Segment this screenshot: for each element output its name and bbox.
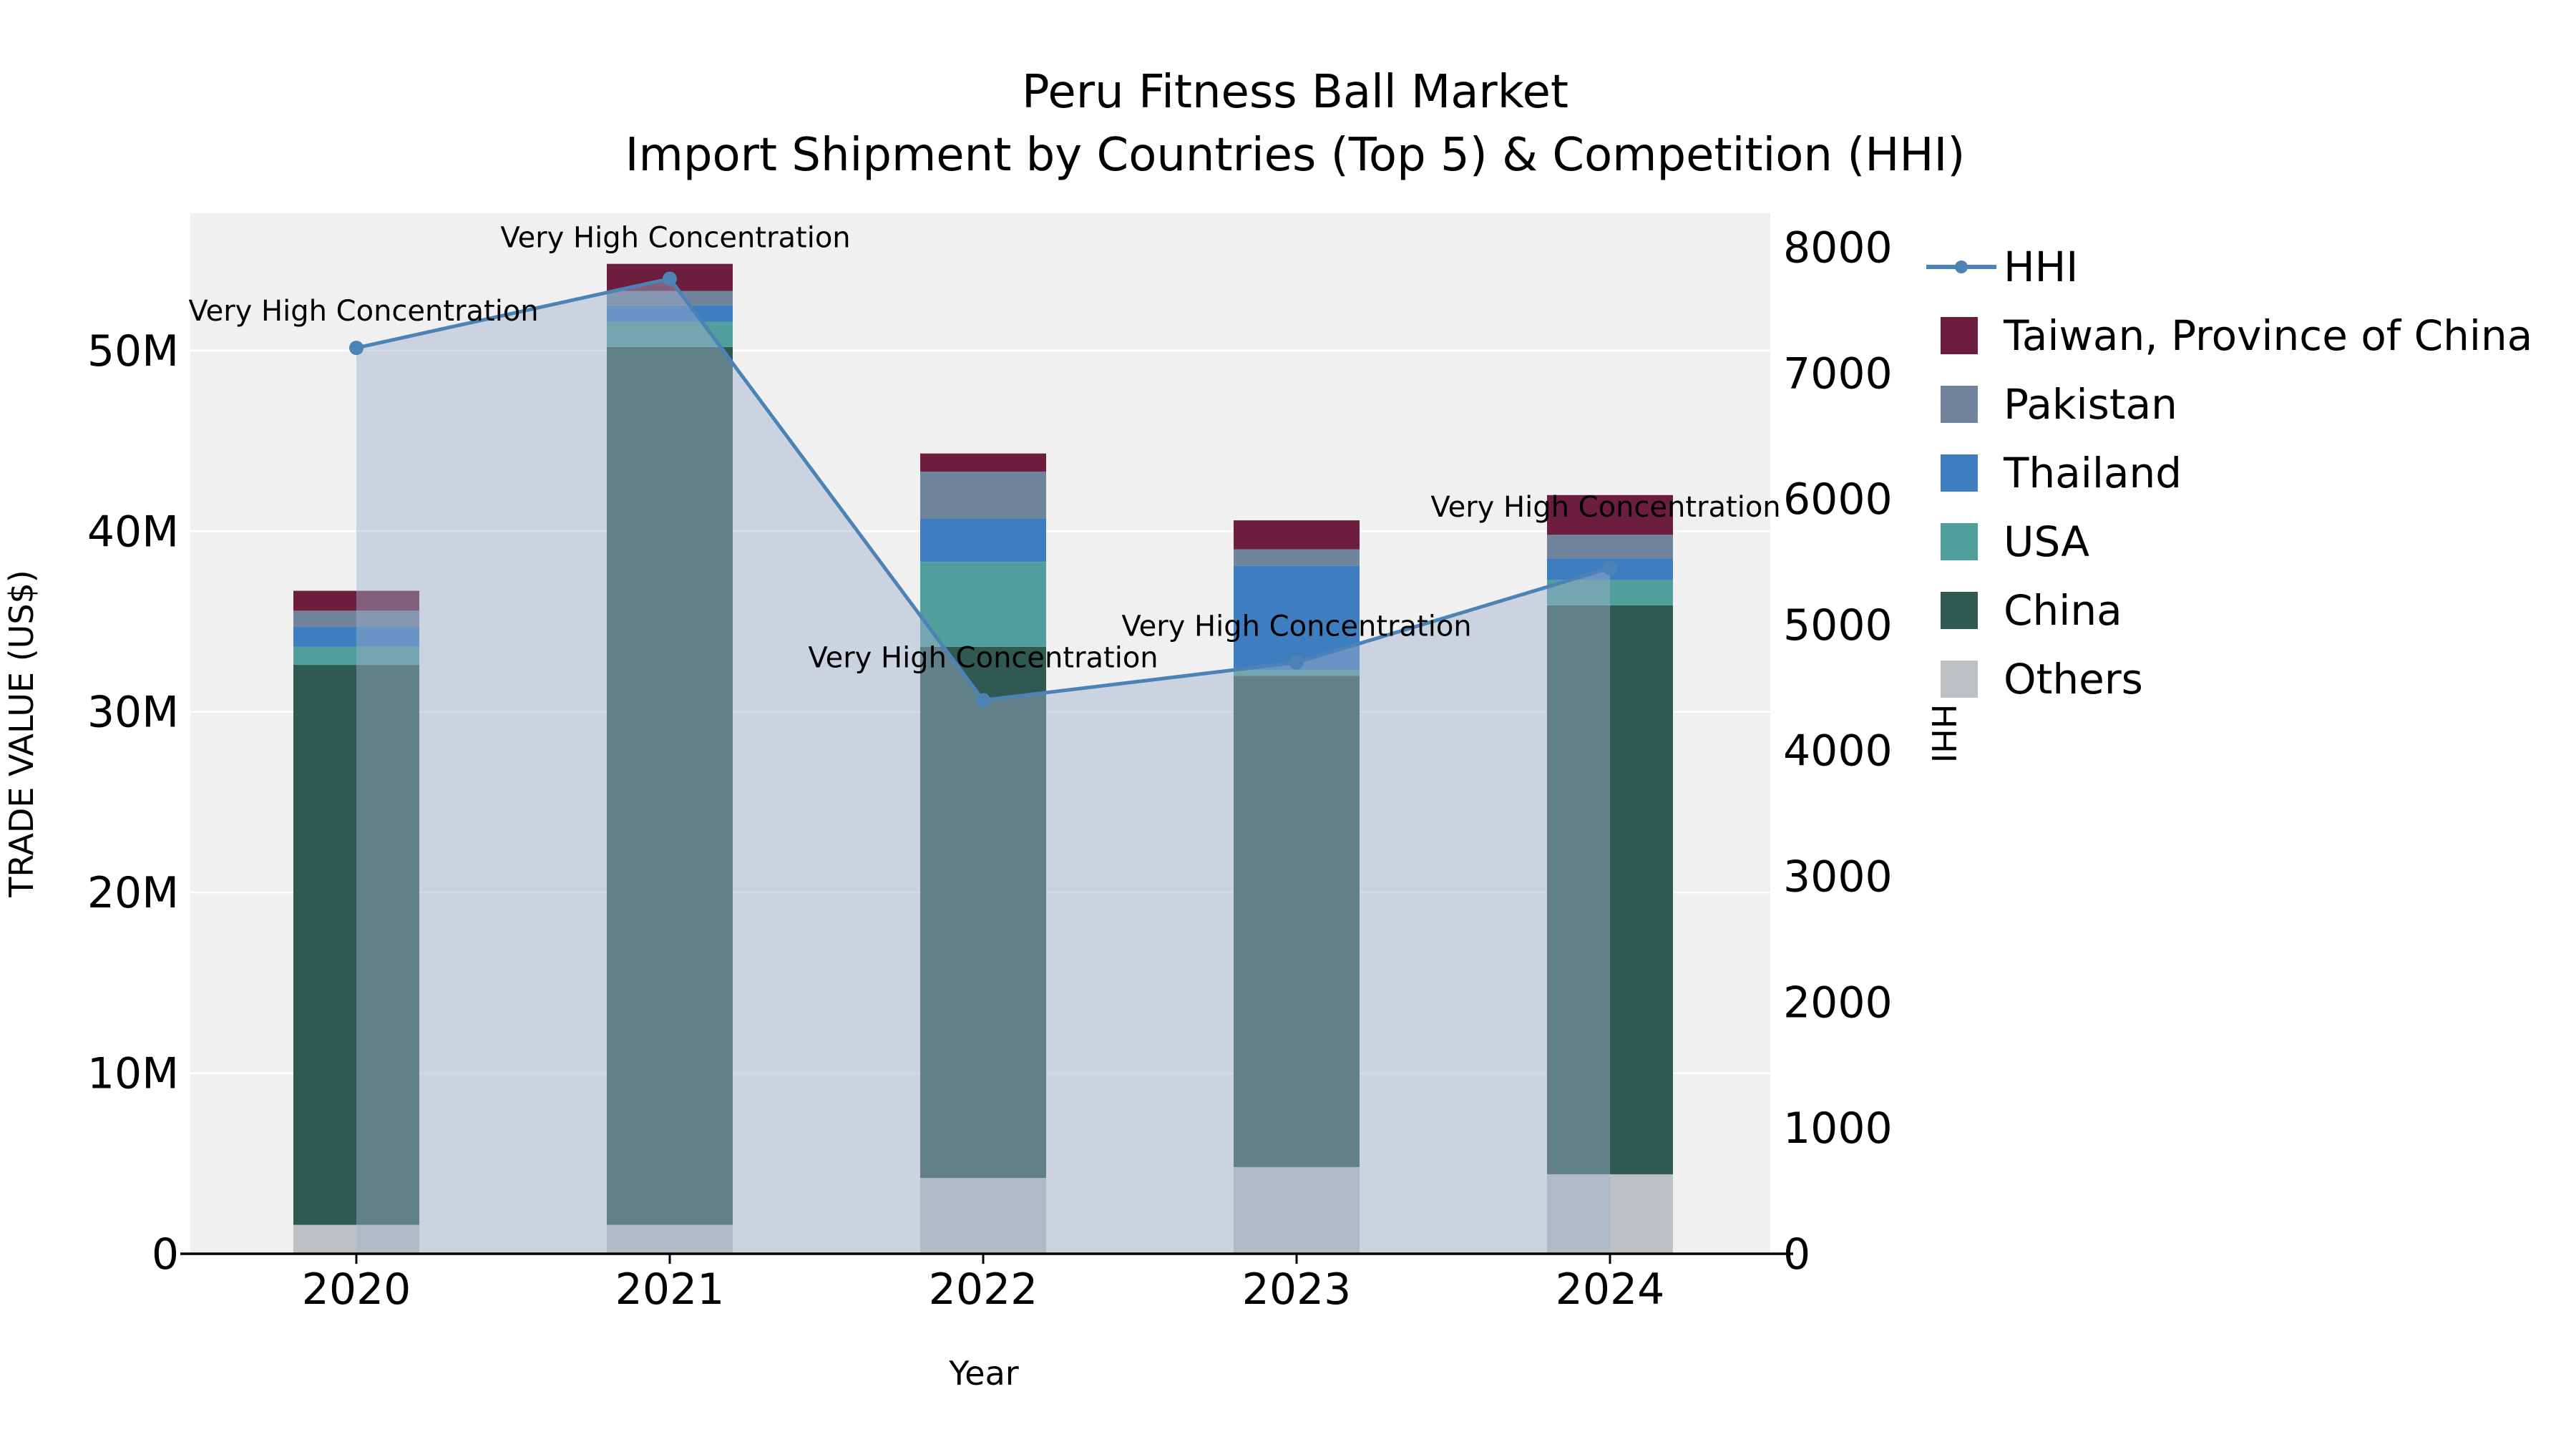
y-right-tick-label: 7000	[1783, 349, 1893, 399]
chart-title-line1: Peru Fitness Ball Market	[1022, 66, 1568, 119]
hhi-marker	[349, 341, 364, 356]
bar-segment-china-2021	[607, 346, 733, 1225]
y-right-axis-title: HHI	[1924, 704, 1963, 764]
y-right-tick-label: 6000	[1783, 474, 1893, 525]
legend-item-pakistan: Pakistan	[1941, 380, 2177, 429]
legend-swatch-icon	[1941, 317, 1978, 354]
y-left-axis-title: TRADE VALUE (US$)	[2, 570, 41, 897]
y-right-tick-label: 8000	[1783, 223, 1893, 273]
bar-segment-taiwan-province-of-china-2023	[1234, 520, 1360, 550]
legend-item-hhi: HHI	[1926, 243, 2078, 291]
legend-item-china: China	[1941, 586, 2122, 635]
bar-segment-pakistan-2023	[1234, 549, 1360, 566]
bar-segment-pakistan-2020	[293, 610, 419, 628]
bar-segment-china-2020	[293, 665, 419, 1225]
y-right-tick-label: 3000	[1783, 852, 1893, 902]
bar-segment-usa-2022	[920, 562, 1046, 647]
legend-item-usa: USA	[1941, 517, 2089, 566]
legend-swatch-icon	[1941, 661, 1978, 698]
legend: HHI Taiwan, Province of China Pakistan Thai…	[1926, 243, 2532, 703]
hhi-marker	[976, 693, 990, 708]
legend-swatch-icon	[1941, 386, 1978, 423]
hhi-area	[356, 278, 1610, 1254]
legend-label: USA	[2004, 517, 2089, 566]
legend-line-marker-icon	[1955, 260, 1968, 273]
bar-segment-china-2024	[1547, 605, 1673, 1174]
bar-segment-pakistan-2022	[920, 471, 1046, 519]
legend-item-others: Others	[1941, 655, 2143, 703]
chart-title-line2: Import Shipment by Countries (Top 5) & C…	[625, 129, 1966, 182]
y-right-tick-label: 1000	[1783, 1103, 1893, 1154]
y-left-tick-label: 30M	[87, 688, 179, 738]
legend-label: Thailand	[2003, 449, 2182, 497]
bar-segment-others-2022	[920, 1177, 1046, 1254]
bar-segment-others-2020	[293, 1224, 419, 1254]
annotation-2021: Very High Concentration	[500, 221, 850, 254]
bar-segment-china-2023	[1234, 676, 1360, 1167]
bar-segment-thailand-2022	[920, 518, 1046, 562]
bar-segment-pakistan-2024	[1547, 535, 1673, 559]
x-tick-label-2021: 2021	[615, 1265, 725, 1315]
x-tick-label-2022: 2022	[929, 1265, 1038, 1315]
legend-label: Pakistan	[2004, 380, 2177, 429]
bar-segment-usa-2024	[1547, 580, 1673, 605]
y-left-tick-label: 20M	[87, 868, 179, 918]
hhi-marker	[663, 271, 677, 286]
legend-item-thailand: Thailand	[1941, 449, 2182, 497]
legend-label: HHI	[2004, 243, 2078, 291]
bar-segment-thailand-2020	[293, 627, 419, 647]
legend-label: Taiwan, Province of China	[2003, 311, 2532, 360]
annotation-2020: Very High Concentration	[188, 295, 538, 328]
legend-swatch-icon	[1941, 592, 1978, 629]
x-tick-label-2023: 2023	[1242, 1265, 1352, 1315]
bar-segment-pakistan-2021	[607, 291, 733, 306]
bar-segment-taiwan-province-of-china-2020	[293, 590, 419, 611]
y-left-tick-label: 0	[152, 1229, 179, 1280]
bar-segment-taiwan-province-of-china-2022	[920, 453, 1046, 472]
x-axis-title: Year	[948, 1354, 1018, 1393]
bar-segment-thailand-2021	[607, 305, 733, 322]
bar-segment-others-2021	[607, 1224, 733, 1254]
y-left-tick-label: 50M	[87, 326, 179, 376]
legend-label: Others	[2004, 655, 2143, 703]
legend-swatch-icon	[1941, 523, 1978, 560]
legend-swatch-icon	[1941, 454, 1978, 492]
bar-segment-others-2024	[1547, 1174, 1673, 1254]
hhi-marker	[1603, 560, 1617, 575]
bar-segment-others-2023	[1234, 1166, 1360, 1254]
bar-segment-usa-2023	[1234, 670, 1360, 676]
bar-segment-thailand-2023	[1234, 565, 1360, 671]
y-right-tick-label: 4000	[1783, 726, 1893, 776]
y-right-tick-label: 5000	[1783, 600, 1893, 651]
x-tick-label-2020: 2020	[302, 1265, 411, 1315]
annotation-2022: Very High Concentration	[808, 641, 1158, 674]
y-right-tick-label: 0	[1783, 1229, 1810, 1280]
bar-segment-china-2022	[920, 646, 1046, 1178]
bar-segment-taiwan-province-of-china-2024	[1547, 494, 1673, 535]
annotation-2023: Very High Concentration	[1121, 610, 1471, 643]
legend-item-taiwan-province-of-china: Taiwan, Province of China	[1941, 311, 2532, 360]
hhi-marker	[1289, 655, 1304, 670]
x-tick-label-2024: 2024	[1556, 1265, 1665, 1315]
bars-group	[293, 263, 1673, 1254]
y-right-tick-label: 2000	[1783, 978, 1893, 1028]
y-left-tick-label: 40M	[87, 507, 179, 557]
annotation-2024: Very High Concentration	[1430, 491, 1780, 524]
legend-label: China	[2004, 586, 2122, 635]
bar-segment-usa-2020	[293, 646, 419, 666]
y-left-tick-label: 10M	[87, 1049, 179, 1099]
